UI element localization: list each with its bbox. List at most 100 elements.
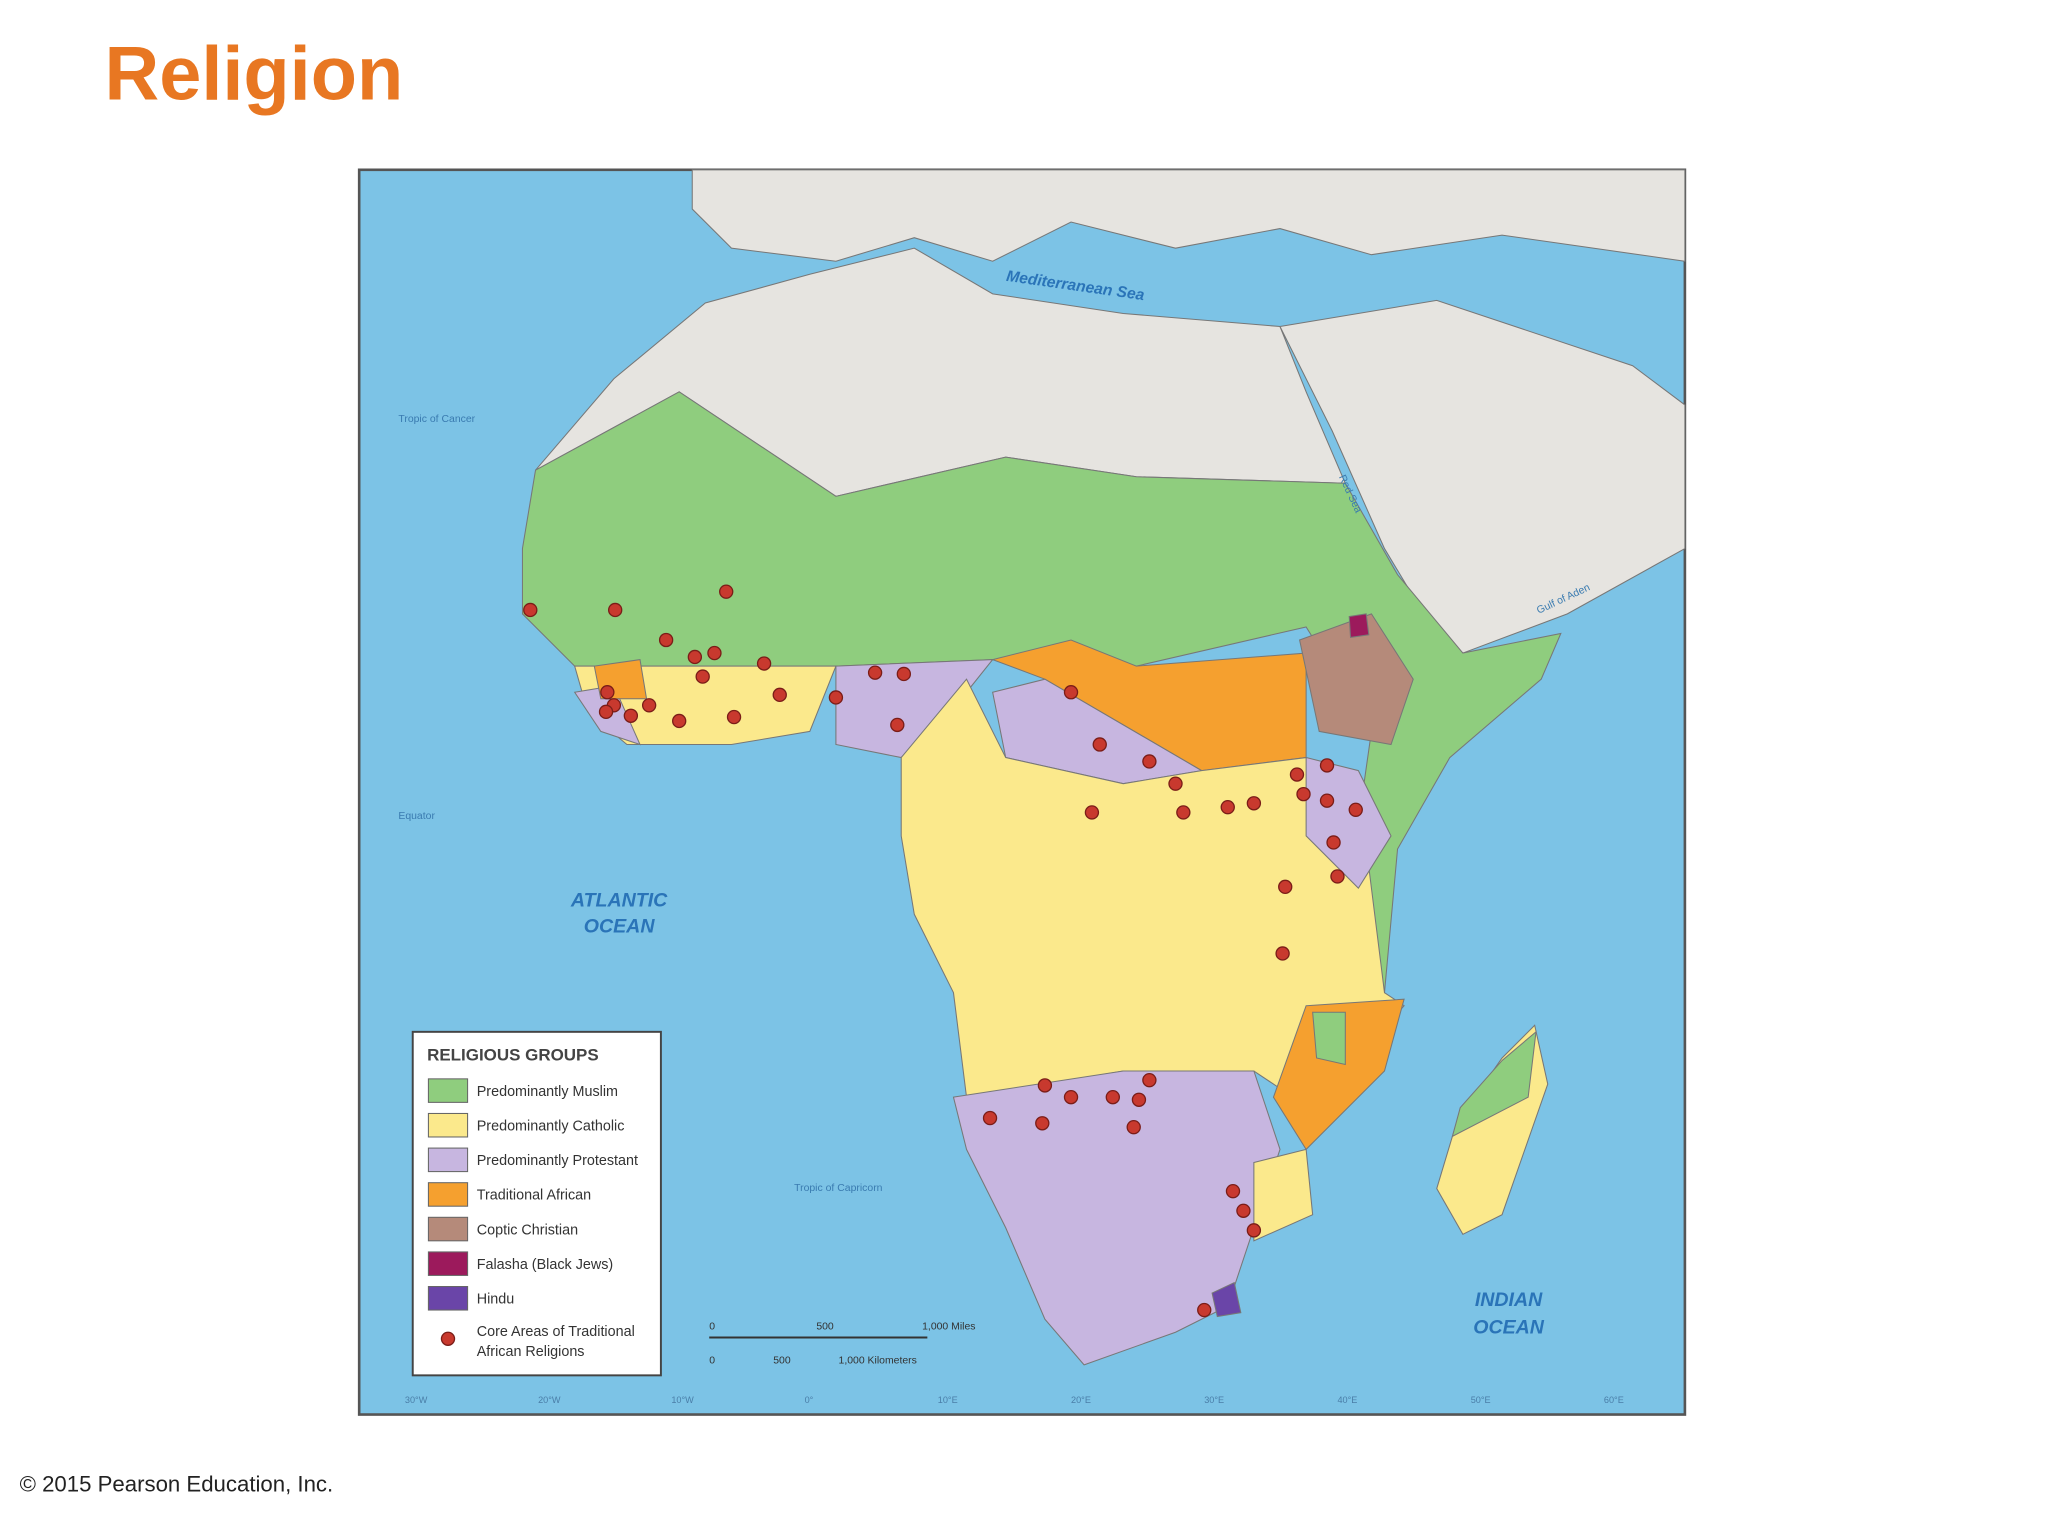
core-dot: [1197, 1302, 1212, 1318]
region: [1211, 1281, 1242, 1318]
legend-swatch: [427, 1112, 469, 1138]
legend-swatch: [427, 1251, 469, 1276]
core-dot: [1278, 879, 1293, 895]
scale-bar: 0 500 1,000 Miles 0 500 1,000 Kilometers: [709, 1322, 975, 1367]
core-dot: [1246, 796, 1262, 811]
title: Religion: [104, 31, 403, 116]
longitude-label: 20°W: [538, 1395, 561, 1405]
core-dot: [1035, 1116, 1050, 1131]
ocean-label: OCEAN: [1473, 1317, 1545, 1339]
core-dot: [896, 666, 912, 682]
core-dot: [719, 584, 734, 599]
scale-label: 1,000 Miles: [922, 1322, 975, 1333]
core-dot: [1092, 737, 1107, 752]
core-dot: [1176, 805, 1191, 820]
longitude-label: 30°E: [1204, 1395, 1224, 1405]
longitude-label: 60°E: [1604, 1395, 1624, 1405]
legend-label: Predominantly Muslim: [477, 1084, 618, 1100]
core-dot: [1126, 1120, 1141, 1135]
region: [1451, 1030, 1537, 1138]
ocean-label: ATLANTIC: [570, 889, 668, 911]
core-dot: [867, 665, 883, 680]
longitude-label: 20°E: [1071, 1395, 1091, 1405]
legend-title: RELIGIOUS GROUPS: [427, 1046, 599, 1065]
legend-swatch: [427, 1286, 469, 1311]
scale-label: 500: [773, 1356, 791, 1367]
ocean-label: INDIAN: [1475, 1289, 1543, 1311]
longitude-label: 30°W: [405, 1395, 428, 1405]
core-dot: [1296, 786, 1311, 802]
legend-label: Predominantly Catholic: [477, 1118, 625, 1134]
core-dot: [1142, 1072, 1157, 1088]
core-dot: [726, 709, 742, 725]
core-dot: [1063, 685, 1079, 700]
core-dot: [1326, 835, 1341, 850]
region: [1348, 613, 1370, 638]
core-dot: [1063, 1089, 1079, 1105]
legend-label: Traditional African: [477, 1188, 591, 1204]
core-dot: [1246, 1223, 1262, 1238]
legend-label: Coptic Christian: [477, 1222, 578, 1238]
core-dot: [1168, 776, 1183, 791]
region: [1272, 998, 1405, 1151]
core-dot: [982, 1110, 998, 1126]
legend-swatch: [427, 1182, 469, 1207]
core-dot: [1289, 767, 1305, 782]
legend-label: Hindu: [477, 1292, 515, 1308]
core-dot: [687, 649, 703, 665]
scale-label: 1,000 Kilometers: [839, 1356, 917, 1367]
region: [1279, 299, 1686, 654]
core-dot: [1105, 1089, 1120, 1105]
core-dot: [1037, 1078, 1053, 1093]
core-dot: [658, 632, 674, 648]
core-dot: [623, 708, 639, 723]
longitude-label: 0°: [805, 1395, 814, 1405]
core-dot: [672, 713, 687, 729]
core-dot: [1330, 869, 1345, 884]
legend-dot: [440, 1331, 456, 1346]
region: [1312, 1011, 1346, 1066]
latitude-label: Equator: [398, 811, 435, 822]
map-land: [521, 169, 1686, 1366]
longitude-label: 50°E: [1471, 1395, 1491, 1405]
core-dot: [1131, 1092, 1147, 1107]
latitude-label: Tropic of Cancer: [398, 414, 475, 425]
core-dot: [1225, 1184, 1241, 1199]
core-dot: [1142, 754, 1157, 769]
legend-label: Falasha (Black Jews): [477, 1257, 613, 1273]
latitude-label: Tropic of Capricorn: [794, 1183, 883, 1194]
scale-label: 0: [709, 1322, 715, 1333]
scale-label: 500: [816, 1322, 834, 1333]
core-dot: [707, 645, 722, 661]
core-dot: [695, 669, 710, 684]
legend-swatch: [427, 1078, 469, 1103]
legend-swatch: [427, 1147, 469, 1173]
region: [1253, 1148, 1314, 1242]
longitude-label: 10°W: [671, 1395, 694, 1405]
ocean-label: OCEAN: [584, 916, 656, 938]
core-dot: [772, 687, 787, 703]
legend-swatch: [427, 1216, 469, 1242]
core-dot: [598, 704, 614, 720]
legend: RELIGIOUS GROUPS Predominantly Muslim Pre…: [411, 1030, 662, 1377]
core-dot: [1319, 758, 1335, 773]
scale-label: 0: [709, 1356, 715, 1367]
core-dot: [890, 717, 905, 733]
core-dot: [600, 685, 615, 700]
core-dot: [1084, 805, 1100, 820]
core-dots: [523, 584, 1363, 1318]
longitude-label: 40°E: [1337, 1395, 1357, 1405]
copyright: © 2015 Pearson Education, Inc.: [20, 1472, 334, 1497]
longitude-label: 10°E: [938, 1395, 958, 1405]
core-dot: [1220, 800, 1235, 815]
region: [952, 1070, 1281, 1366]
core-dot: [1236, 1203, 1251, 1218]
core-dot: [1275, 946, 1290, 961]
core-dot: [608, 602, 623, 618]
core-dot: [641, 698, 657, 713]
region: [691, 169, 1686, 262]
region: [1305, 756, 1392, 889]
core-dot: [756, 656, 772, 671]
